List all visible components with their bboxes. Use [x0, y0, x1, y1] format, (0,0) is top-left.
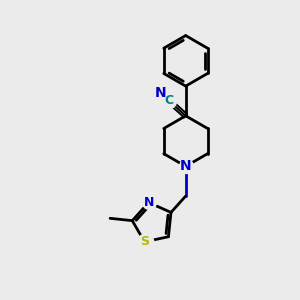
Text: C: C [165, 94, 174, 107]
Text: N: N [180, 159, 191, 173]
Text: N: N [154, 86, 166, 100]
Text: S: S [140, 235, 149, 248]
Text: N: N [143, 196, 154, 209]
